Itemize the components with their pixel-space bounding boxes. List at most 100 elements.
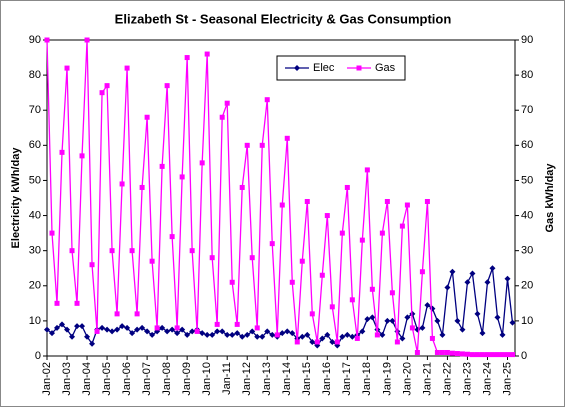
marker: [469, 270, 476, 277]
marker: [179, 326, 186, 333]
marker: [149, 331, 156, 338]
y2-axis-label: Gas kWh/day: [544, 163, 556, 233]
marker: [509, 352, 515, 358]
marker: [104, 83, 110, 89]
marker: [284, 328, 291, 335]
marker: [239, 333, 246, 340]
x-tick-label: Jan-19: [381, 362, 393, 396]
x-tick-label: Jan-10: [201, 362, 213, 396]
marker: [304, 199, 310, 205]
marker: [309, 311, 315, 317]
marker: [364, 167, 370, 173]
marker: [419, 324, 426, 331]
marker: [199, 330, 206, 337]
marker: [129, 330, 136, 337]
marker: [389, 290, 395, 296]
marker: [344, 184, 350, 190]
y2-tick-label: 80: [521, 69, 533, 81]
marker: [369, 286, 375, 292]
x-tick-label: Jan-03: [61, 362, 73, 396]
marker: [49, 330, 56, 337]
marker: [144, 328, 151, 335]
x-tick-label: Jan-02: [41, 362, 53, 396]
marker: [139, 184, 145, 190]
marker: [279, 330, 286, 337]
marker: [279, 202, 285, 208]
marker: [224, 331, 231, 338]
series-line: [46, 39, 513, 356]
marker: [479, 352, 485, 358]
marker: [509, 319, 516, 326]
marker: [409, 325, 415, 331]
x-tick-label: Jan-12: [241, 362, 253, 396]
marker: [189, 248, 195, 254]
marker: [264, 97, 270, 103]
marker: [219, 114, 225, 120]
marker: [49, 230, 55, 236]
marker: [209, 331, 216, 338]
marker: [69, 248, 75, 254]
marker: [54, 300, 60, 306]
marker: [254, 333, 261, 340]
y-tick-label: 60: [29, 139, 41, 151]
marker: [469, 352, 475, 358]
marker: [214, 328, 221, 335]
marker: [269, 331, 276, 338]
y2-tick-label: 10: [521, 315, 533, 327]
marker: [419, 269, 425, 275]
marker: [129, 248, 135, 254]
y-tick-label: 80: [29, 69, 41, 81]
marker: [89, 262, 95, 268]
marker: [504, 275, 511, 282]
marker: [434, 349, 440, 355]
marker: [369, 314, 376, 321]
marker: [384, 317, 391, 324]
x-tick-label: Jan-25: [501, 362, 513, 396]
marker: [439, 331, 446, 338]
x-tick-label: Jan-18: [361, 362, 373, 396]
marker: [324, 331, 331, 338]
y-tick-label: 50: [29, 174, 41, 186]
marker: [479, 330, 486, 337]
marker: [289, 279, 295, 285]
marker: [404, 314, 411, 321]
y-tick-label: 40: [29, 209, 41, 221]
marker: [444, 349, 450, 355]
marker: [384, 199, 390, 205]
marker: [339, 230, 345, 236]
marker: [294, 339, 300, 345]
marker: [274, 332, 280, 338]
marker: [329, 338, 336, 345]
x-tick-label: Jan-17: [341, 362, 353, 396]
marker: [174, 330, 181, 337]
marker: [299, 258, 305, 264]
marker: [89, 340, 96, 347]
marker: [489, 265, 496, 272]
marker: [194, 328, 200, 334]
marker: [184, 55, 190, 61]
y-tick-label: 70: [29, 104, 41, 116]
marker: [464, 351, 470, 357]
marker: [494, 352, 500, 358]
x-tick-label: Jan-07: [141, 362, 153, 396]
marker: [59, 149, 65, 155]
x-tick-label: Jan-15: [301, 362, 313, 396]
marker: [204, 51, 210, 57]
marker: [264, 328, 271, 335]
y2-tick-label: 90: [521, 34, 533, 46]
marker: [79, 323, 86, 330]
marker: [449, 268, 456, 275]
x-tick-label: Jan-20: [401, 362, 413, 396]
marker: [499, 352, 505, 358]
marker: [139, 324, 146, 331]
marker: [404, 202, 410, 208]
marker: [499, 331, 506, 338]
marker: [314, 339, 320, 345]
marker: [209, 255, 215, 261]
marker: [119, 323, 126, 330]
marker: [494, 314, 501, 321]
y2-tick-label: 70: [521, 104, 533, 116]
marker: [249, 328, 256, 335]
marker: [169, 234, 175, 240]
marker: [204, 331, 211, 338]
